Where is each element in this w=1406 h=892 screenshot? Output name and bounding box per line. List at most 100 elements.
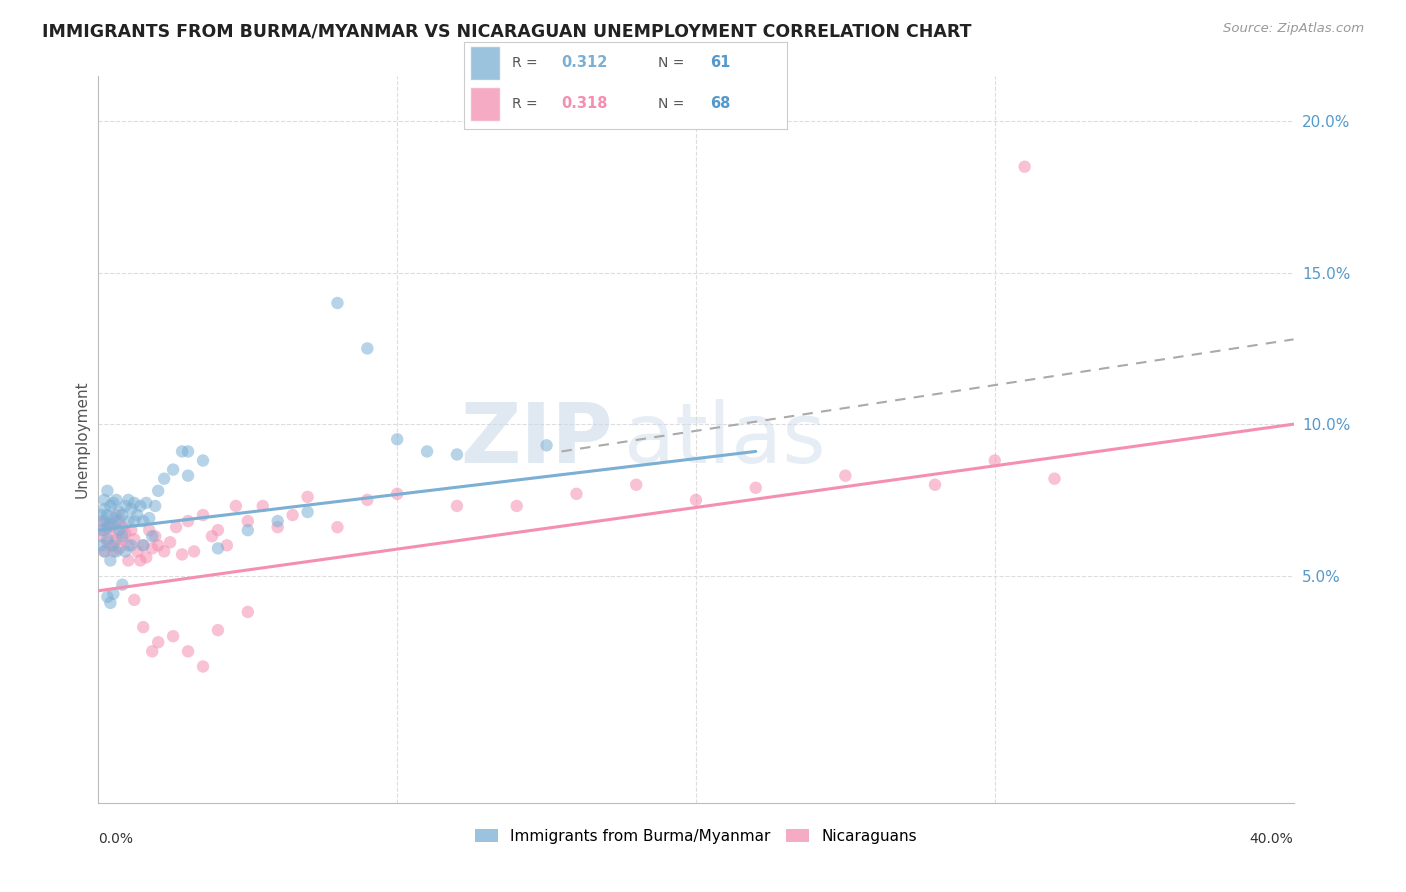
- Point: [236, 605, 259, 619]
- Point: [108, 541, 131, 556]
- Point: [177, 644, 200, 658]
- Point: [281, 508, 304, 522]
- Point: [96, 483, 118, 498]
- Point: [127, 508, 149, 522]
- Point: [111, 529, 134, 543]
- Point: [105, 533, 128, 547]
- Point: [98, 517, 122, 532]
- Point: [111, 508, 134, 522]
- Point: [236, 514, 259, 528]
- Point: [103, 526, 125, 541]
- Point: [127, 544, 149, 558]
- Point: [148, 538, 170, 552]
- Point: [135, 550, 157, 565]
- Point: [93, 544, 115, 558]
- Point: [191, 453, 214, 467]
- Point: [90, 529, 112, 543]
- Point: [297, 490, 319, 504]
- Point: [90, 508, 112, 522]
- Point: [162, 629, 184, 643]
- Point: [129, 499, 152, 513]
- Point: [385, 432, 409, 446]
- Point: [207, 623, 229, 637]
- Point: [111, 578, 134, 592]
- Point: [117, 553, 139, 567]
- Point: [138, 511, 160, 525]
- Point: [93, 502, 115, 516]
- Point: [111, 520, 134, 534]
- Point: [745, 481, 768, 495]
- Point: [177, 444, 200, 458]
- Text: 61: 61: [710, 55, 730, 70]
- Point: [297, 505, 319, 519]
- Point: [98, 520, 122, 534]
- Point: [90, 514, 112, 528]
- FancyBboxPatch shape: [471, 87, 499, 120]
- Point: [177, 468, 200, 483]
- Point: [111, 533, 134, 547]
- Point: [96, 533, 118, 547]
- Point: [148, 483, 170, 498]
- Point: [207, 541, 229, 556]
- Point: [356, 342, 378, 356]
- Point: [124, 496, 146, 510]
- Point: [252, 499, 274, 513]
- Point: [103, 544, 125, 558]
- Point: [117, 492, 139, 507]
- Point: [124, 592, 146, 607]
- Text: 0.0%: 0.0%: [98, 832, 134, 846]
- Point: [120, 502, 142, 516]
- Text: N =: N =: [658, 56, 685, 70]
- Point: [356, 492, 378, 507]
- Text: R =: R =: [513, 97, 538, 111]
- Point: [135, 496, 157, 510]
- Point: [536, 438, 558, 452]
- Text: 40.0%: 40.0%: [1250, 832, 1294, 846]
- Point: [201, 529, 224, 543]
- Point: [143, 499, 166, 513]
- Point: [191, 508, 214, 522]
- Point: [215, 538, 238, 552]
- Point: [153, 472, 176, 486]
- Point: [98, 499, 122, 513]
- Point: [120, 523, 142, 537]
- Point: [153, 544, 176, 558]
- Text: N =: N =: [658, 97, 685, 111]
- Text: Source: ZipAtlas.com: Source: ZipAtlas.com: [1223, 22, 1364, 36]
- Point: [924, 477, 946, 491]
- Point: [108, 514, 131, 528]
- Point: [124, 533, 146, 547]
- Point: [143, 529, 166, 543]
- Point: [98, 553, 122, 567]
- Point: [96, 590, 118, 604]
- Point: [177, 514, 200, 528]
- Point: [141, 644, 163, 658]
- Point: [103, 587, 125, 601]
- Point: [236, 523, 259, 537]
- Point: [172, 444, 194, 458]
- Point: [93, 544, 115, 558]
- Point: [159, 535, 181, 549]
- Point: [138, 523, 160, 537]
- Point: [141, 541, 163, 556]
- Point: [105, 508, 128, 522]
- Text: 68: 68: [710, 96, 730, 112]
- Point: [103, 496, 125, 510]
- Point: [90, 523, 112, 537]
- Point: [207, 523, 229, 537]
- Point: [385, 487, 409, 501]
- Point: [96, 520, 118, 534]
- Point: [108, 523, 131, 537]
- Point: [108, 505, 131, 519]
- Point: [162, 462, 184, 476]
- Point: [114, 526, 136, 541]
- Point: [172, 548, 194, 562]
- Point: [416, 444, 439, 458]
- Point: [1043, 472, 1066, 486]
- Legend: Immigrants from Burma/Myanmar, Nicaraguans: Immigrants from Burma/Myanmar, Nicaragua…: [470, 822, 922, 850]
- Point: [626, 477, 648, 491]
- Text: 0.312: 0.312: [561, 55, 607, 70]
- Point: [446, 499, 468, 513]
- Text: atlas: atlas: [624, 399, 825, 480]
- Point: [132, 620, 155, 634]
